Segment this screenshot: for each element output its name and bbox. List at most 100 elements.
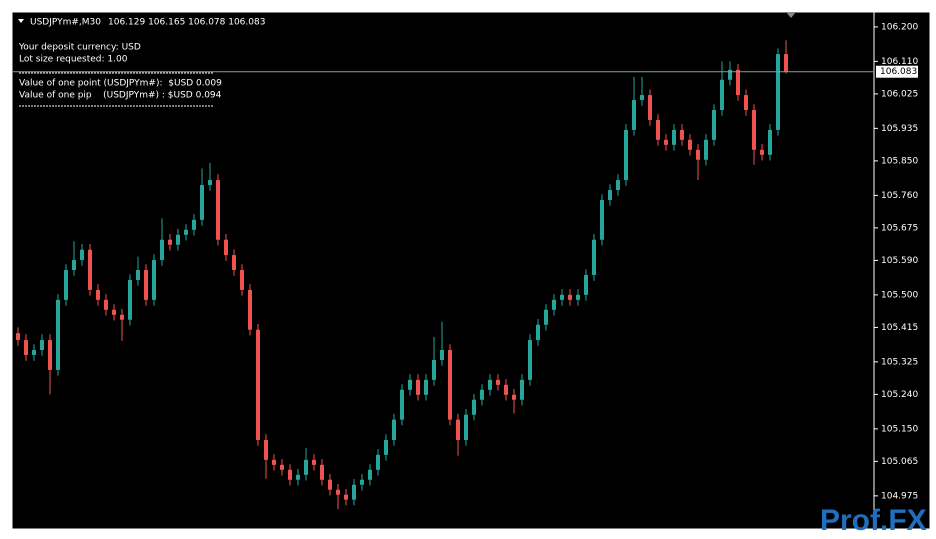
candle-body	[168, 239, 172, 245]
candle-body	[296, 474, 300, 480]
candle-body	[136, 270, 140, 280]
candle-body	[56, 299, 60, 370]
candle-body	[256, 329, 260, 440]
candle-body	[456, 419, 460, 440]
candle-body	[680, 129, 684, 140]
y-tick-label: 105.240	[881, 390, 918, 400]
y-tick-label: 106.200	[881, 22, 918, 32]
info-line: Value of one pip (USDJPYm#) : $USD 0.094	[19, 91, 222, 101]
candle-body	[80, 249, 84, 261]
candle-body	[304, 459, 308, 475]
candle-body	[24, 340, 28, 355]
candle-body	[480, 389, 484, 400]
candle-body	[624, 129, 628, 181]
candle-body	[160, 239, 164, 261]
candle-body	[640, 95, 644, 101]
candle-body	[512, 394, 516, 400]
y-tick-label: 104.975	[881, 491, 918, 501]
info-line: Value of one point (USDJPYm#): $USD 0.00…	[19, 79, 222, 89]
candle-body	[240, 270, 244, 290]
candle-body	[152, 260, 156, 300]
candle-body	[64, 270, 68, 300]
candle-body	[368, 469, 372, 480]
candle-body	[672, 129, 676, 145]
candle-body	[200, 185, 204, 220]
candle-body	[600, 199, 604, 240]
candle-body	[632, 100, 636, 130]
y-tick-label: 106.025	[881, 89, 918, 99]
candle-body	[112, 309, 116, 315]
candle-body	[440, 350, 444, 360]
candle-body	[40, 340, 44, 351]
candle-body	[96, 289, 100, 300]
y-tick-label: 105.065	[881, 457, 918, 467]
candle-body	[288, 469, 292, 480]
candle-body	[104, 299, 108, 310]
candle-body	[552, 299, 556, 310]
candle-body	[416, 379, 420, 395]
symbol-label: USDJPYm#,M30	[30, 18, 101, 28]
info-line: Your deposit currency: USD	[18, 43, 141, 53]
candle-body	[432, 359, 436, 380]
candle-body	[280, 464, 284, 470]
candle-body	[176, 234, 180, 245]
candle-body	[312, 459, 316, 465]
candle-body	[688, 139, 692, 150]
candle-body	[496, 379, 500, 385]
candle-body	[568, 294, 572, 300]
candle-body	[728, 69, 732, 80]
candle-body	[648, 95, 652, 120]
candle-body	[608, 189, 612, 200]
y-tick-label: 105.150	[881, 424, 918, 434]
candle-body	[504, 384, 508, 395]
candle-body	[712, 109, 716, 140]
collapse-arrow[interactable]	[18, 19, 24, 23]
candle-body	[400, 389, 404, 420]
candle-body	[232, 255, 236, 270]
candle-body	[16, 333, 20, 341]
candle-body	[576, 294, 580, 300]
candle-body	[120, 314, 124, 320]
candle-body	[336, 489, 340, 495]
candle-body	[776, 54, 780, 130]
candle-body	[664, 139, 668, 145]
candle-body	[472, 399, 476, 415]
candle-body	[528, 340, 532, 380]
candle-body	[272, 459, 276, 465]
candle-body	[72, 260, 76, 270]
candle-body	[344, 494, 348, 500]
candle-body	[536, 324, 540, 341]
candle-body	[544, 309, 548, 325]
candle-body	[752, 109, 756, 150]
candle-body	[88, 249, 92, 290]
y-tick-label: 105.850	[881, 156, 918, 166]
candle-body	[520, 379, 524, 400]
candle-body	[408, 379, 412, 390]
candle-body	[696, 149, 700, 160]
y-tick-label: 105.760	[881, 191, 918, 201]
y-tick-label: 105.675	[881, 223, 918, 233]
header-prices: 106.129 106.165 106.078 106.083	[108, 18, 265, 28]
candle-body	[464, 414, 468, 440]
candle-body	[208, 180, 212, 186]
y-tick-label: 105.325	[881, 357, 918, 367]
candle-body	[616, 180, 620, 190]
candle-body	[784, 54, 788, 72]
candle-body	[328, 479, 332, 490]
last-price-box	[876, 65, 918, 78]
candle-body	[352, 484, 356, 500]
watermark: Prof.FX	[820, 504, 927, 537]
candle-body	[144, 270, 148, 300]
candle-body	[360, 479, 364, 485]
candle-body	[584, 274, 588, 295]
y-tick-label: 105.415	[881, 323, 918, 333]
candle-body	[560, 294, 564, 300]
candle-body	[592, 239, 596, 275]
candle-body	[32, 350, 36, 355]
y-tick-label: 106.110	[881, 57, 918, 67]
candle-body	[720, 79, 724, 110]
y-tick-label: 105.500	[881, 290, 918, 300]
candle-body	[760, 149, 764, 155]
candle-body	[320, 464, 324, 480]
